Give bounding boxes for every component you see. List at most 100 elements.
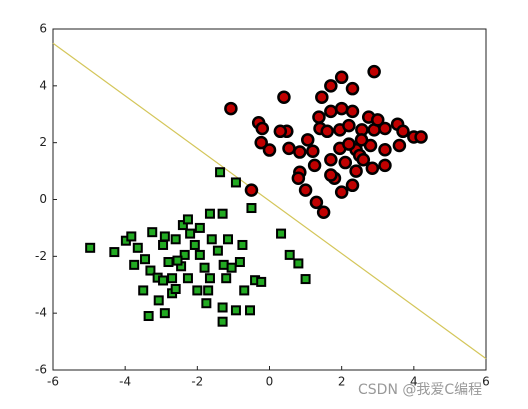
point (324, 152, 338, 167)
point (167, 273, 178, 284)
point (206, 234, 217, 245)
point (163, 257, 174, 268)
point (221, 273, 232, 284)
point (215, 167, 226, 178)
point (315, 90, 329, 104)
point (138, 285, 149, 296)
y-tick-label: 6 (39, 22, 47, 36)
point (217, 302, 228, 313)
point (143, 311, 154, 322)
point (291, 171, 306, 185)
plot-frame (52, 28, 487, 371)
point (293, 258, 304, 269)
point (342, 118, 356, 133)
y-tick-label: -4 (35, 306, 47, 320)
point (194, 249, 205, 260)
point (371, 113, 385, 127)
point (246, 203, 257, 214)
x-tick-label: 2 (338, 375, 346, 389)
point (147, 227, 158, 238)
point (300, 274, 311, 285)
point (334, 70, 349, 85)
point (307, 158, 322, 173)
point (140, 254, 151, 265)
point (342, 137, 356, 151)
point (189, 239, 200, 250)
point (230, 177, 241, 188)
point (282, 141, 296, 156)
point (345, 104, 360, 119)
point (334, 101, 349, 116)
separator-line (52, 42, 487, 360)
point (204, 208, 215, 219)
point (378, 143, 392, 157)
point (392, 138, 407, 153)
point (298, 183, 313, 197)
point (312, 110, 326, 124)
point (199, 262, 210, 273)
point (256, 276, 267, 287)
point (237, 239, 248, 250)
point (145, 265, 156, 276)
x-tick-label: -4 (119, 375, 131, 389)
x-tick-label: 4 (410, 375, 418, 389)
point (159, 231, 170, 242)
point (378, 158, 392, 173)
point (158, 239, 169, 250)
point (170, 284, 181, 295)
point (194, 222, 205, 233)
point (109, 247, 120, 258)
point (254, 135, 268, 150)
point (338, 155, 353, 170)
point (234, 257, 245, 268)
y-tick-label: 0 (39, 192, 47, 206)
point (378, 121, 392, 136)
point (182, 214, 193, 225)
point (177, 220, 188, 231)
point (244, 183, 259, 197)
point (345, 178, 360, 193)
point (182, 273, 193, 284)
x-tick-label: -2 (191, 375, 203, 389)
point (414, 130, 428, 144)
point (217, 316, 228, 327)
x-tick-label: 6 (482, 375, 490, 389)
point (365, 161, 380, 175)
point (320, 124, 334, 139)
point (324, 104, 338, 119)
point (309, 195, 324, 210)
point (277, 90, 291, 104)
y-tick-label: -6 (35, 363, 47, 377)
point (179, 249, 190, 260)
point (262, 143, 277, 157)
point (324, 168, 338, 182)
x-tick-label: -6 (47, 375, 59, 389)
point (129, 259, 140, 270)
point (284, 249, 295, 260)
point (132, 242, 143, 253)
point (153, 295, 164, 306)
point (126, 231, 137, 242)
point (255, 121, 270, 136)
y-tick-label: 2 (39, 135, 47, 149)
point (396, 124, 410, 139)
point (218, 259, 229, 270)
point (201, 298, 212, 309)
point (212, 245, 223, 256)
point (324, 79, 338, 93)
point (85, 242, 96, 253)
point (239, 285, 250, 296)
point (306, 144, 320, 158)
point (230, 305, 241, 316)
point (316, 205, 331, 220)
point (354, 133, 369, 147)
point (356, 152, 371, 167)
x-tick-label: 0 (266, 375, 274, 389)
point (204, 273, 215, 284)
point (223, 234, 234, 245)
point (170, 234, 181, 245)
point (217, 208, 228, 219)
point (276, 228, 287, 239)
y-tick-label: -2 (35, 249, 47, 263)
point (203, 285, 214, 296)
